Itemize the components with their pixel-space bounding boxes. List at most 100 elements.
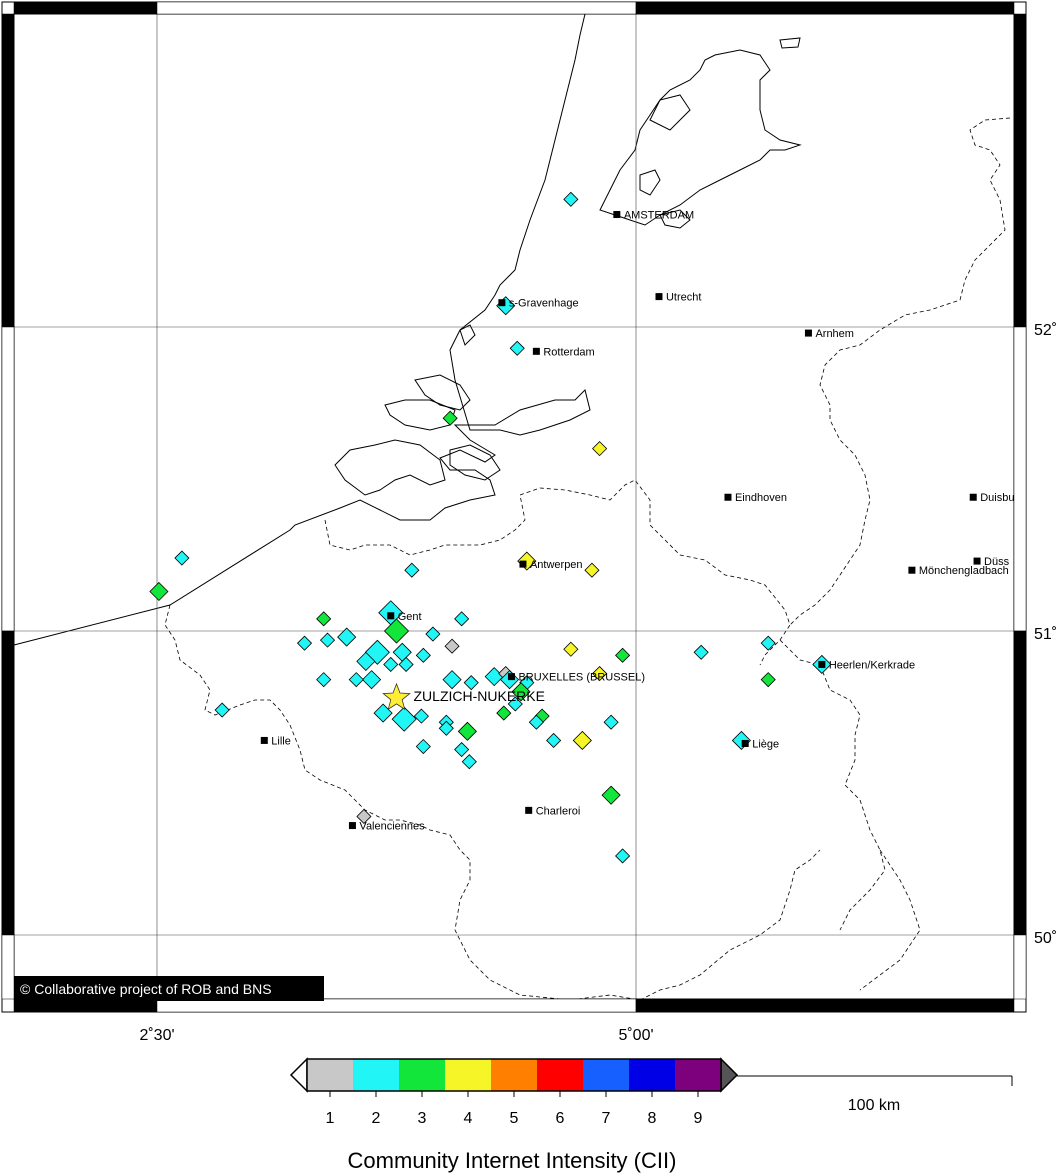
city-marker: s-Gravenhage xyxy=(498,298,579,310)
city-label: AMSTERDAM xyxy=(624,210,694,222)
intensity-diamond xyxy=(356,808,372,825)
city-square-icon xyxy=(969,493,977,501)
intensity-diamond xyxy=(592,665,608,682)
legend-class-label: 9 xyxy=(694,1110,703,1127)
city-marker: Rotterdam xyxy=(532,346,595,358)
city-label: Utrecht xyxy=(666,292,701,304)
frame-segment xyxy=(1013,326,1027,632)
city-marker: Eindhoven xyxy=(724,492,787,504)
legend-class-label: 5 xyxy=(510,1110,519,1127)
frame-segment xyxy=(1013,13,1027,328)
city-square-icon xyxy=(532,347,540,355)
intensity-diamond xyxy=(592,441,608,457)
city-label: Arnhem xyxy=(815,328,854,340)
border-layer xyxy=(164,117,1011,1001)
intensity-diamond xyxy=(214,702,230,718)
legend-class-label: 3 xyxy=(418,1110,427,1127)
city-label: Lille xyxy=(271,735,291,747)
intensity-diamond xyxy=(572,730,592,751)
intensity-diamond xyxy=(603,714,619,730)
intensity-diamond xyxy=(413,708,429,724)
graticule xyxy=(14,14,1014,999)
legend-swatch xyxy=(353,1059,399,1091)
intensity-diamond xyxy=(615,848,631,864)
city-label: Antwerpen xyxy=(530,559,583,571)
city-square-icon xyxy=(498,299,506,307)
city-square-icon xyxy=(525,806,533,814)
intensity-diamond xyxy=(404,562,420,578)
frame-segment xyxy=(635,998,1015,1013)
intensity-diamond xyxy=(391,706,417,732)
legend-class-label: 1 xyxy=(326,1110,335,1127)
intensity-diamond xyxy=(546,732,562,749)
frame-segment xyxy=(1,630,15,936)
intensity-diamond xyxy=(528,714,544,730)
city-square-icon xyxy=(348,822,356,830)
map-frame xyxy=(1,1,1027,1013)
city-marker: Düss xyxy=(973,556,1010,568)
intensity-diamond xyxy=(760,672,776,688)
intensity-diamond xyxy=(362,670,382,690)
city-square-icon xyxy=(973,557,981,565)
intensity-diamond xyxy=(442,670,462,690)
intensity-legend: 1 2 3 4 5 6 7 8 9 xyxy=(289,1057,739,1127)
city-marker: Valenciennes xyxy=(348,821,425,833)
city-square-icon xyxy=(804,329,812,337)
frame-segment xyxy=(1013,934,1027,1000)
intensity-diamond xyxy=(296,635,313,651)
city-square-icon xyxy=(724,493,732,501)
intensity-diamond xyxy=(438,720,454,736)
city-label: Valenciennes xyxy=(359,821,425,833)
intensity-diamond xyxy=(601,785,621,805)
intensity-diamond xyxy=(415,647,431,663)
coastline-layer xyxy=(13,13,802,646)
axis-tick-labels: 2˚30' 5˚00' 50˚ 51˚ 52˚ xyxy=(139,322,1057,1044)
city-marker: Duisbu xyxy=(969,492,1014,504)
city-label: Gent xyxy=(398,611,422,623)
city-marker: Heerlen/Kerkrade xyxy=(818,659,915,671)
intensity-diamond xyxy=(316,611,332,627)
intensity-diamond xyxy=(425,626,441,642)
intensity-diamond xyxy=(348,672,364,688)
intensity-diamond xyxy=(584,562,600,578)
intensity-diamond xyxy=(463,675,479,691)
city-label: Eindhoven xyxy=(735,492,787,504)
city-label: Duisbu xyxy=(980,492,1014,504)
intensity-diamond xyxy=(509,340,525,356)
legend-high-arrow-icon xyxy=(720,1057,739,1093)
city-label: Liège xyxy=(752,738,779,750)
city-square-icon xyxy=(507,673,515,681)
intensity-diamond xyxy=(149,581,169,602)
city-square-icon xyxy=(741,739,749,747)
city-marker: Utrecht xyxy=(655,292,701,304)
intensity-diamond xyxy=(316,672,332,688)
city-marker: AMSTERDAM xyxy=(613,210,694,222)
legend-swatch xyxy=(491,1059,537,1091)
intensity-diamond xyxy=(319,632,336,648)
intensity-diamond xyxy=(760,635,776,651)
copyright-text: © Collaborative project of ROB and BNS xyxy=(20,981,272,997)
frame-segment xyxy=(1,326,15,632)
intensity-diamond xyxy=(457,721,477,741)
epicenter-label: ZULZICH-NUKERKE xyxy=(414,688,545,704)
legend-swatch xyxy=(629,1059,675,1091)
legend-class-label: 8 xyxy=(648,1110,657,1127)
epicenter: ZULZICH-NUKERKE xyxy=(382,682,545,711)
city-label: BRUXELLES (BRUSSEL) xyxy=(518,672,645,684)
city-label: Mönchengladbach xyxy=(919,565,1009,577)
scale-bar: 100 km xyxy=(736,1075,1013,1114)
city-square-icon xyxy=(655,293,663,301)
legend-swatch xyxy=(583,1059,629,1091)
intensity-diamond xyxy=(383,656,399,673)
longitude-tick-label: 5˚00' xyxy=(618,1027,653,1044)
city-marker: BRUXELLES (BRUSSEL) xyxy=(507,672,645,684)
city-label: Düss xyxy=(984,556,1010,568)
city-label: Heerlen/Kerkrade xyxy=(829,659,915,671)
city-square-icon xyxy=(387,612,395,620)
city-marker: Charleroi xyxy=(525,805,580,817)
city-marker: Gent xyxy=(387,611,422,623)
intensity-diamond xyxy=(442,410,458,426)
intensity-diamond xyxy=(693,644,709,660)
intensity-diamond xyxy=(454,611,470,627)
legend-swatch xyxy=(537,1059,583,1091)
